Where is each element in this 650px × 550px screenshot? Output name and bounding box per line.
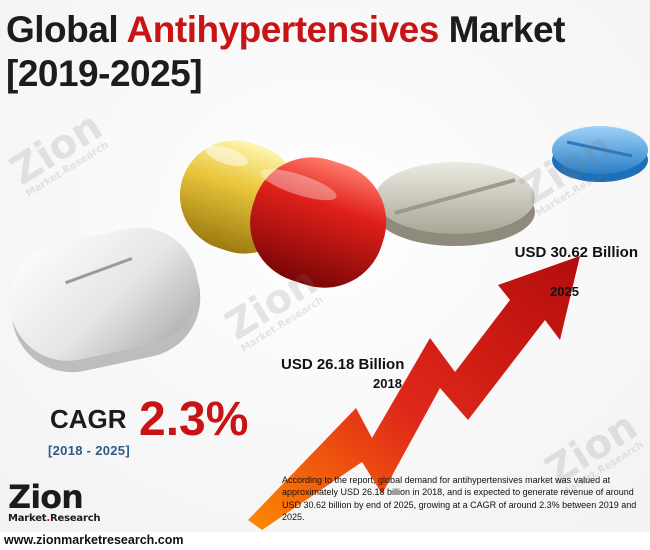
start-value-label: USD 26.18 Billion — [281, 356, 405, 373]
white-pill — [9, 227, 201, 373]
start-year-label: 2018 — [373, 376, 402, 391]
title-word-antihypertensives: Antihypertensives — [126, 9, 440, 50]
footer-url[interactable]: www.zionmarketresearch.com — [4, 533, 184, 547]
logo-subtitle: Market.Research — [8, 513, 101, 524]
cagr-block: CAGR 2.3% — [50, 392, 248, 447]
cagr-value: 2.3% — [139, 393, 249, 446]
footer — [0, 532, 650, 550]
cagr-period: [2018 - 2025] — [48, 443, 130, 458]
growth-arrow — [248, 256, 580, 530]
title-word-global: Global — [6, 9, 119, 50]
end-year-label: 2025 — [550, 284, 579, 299]
description-text: According to the report, global demand f… — [282, 475, 637, 522]
cagr-label: CAGR — [50, 404, 127, 434]
zion-logo: Zion Market.Research — [8, 478, 101, 524]
end-value-label: USD 30.62 Billion — [514, 244, 638, 261]
title-word-market: Market — [448, 9, 566, 50]
capsule — [179, 140, 387, 288]
title-period: [2019-2025] — [6, 53, 203, 94]
page-title: Global Antihypertensives Market [2019-20… — [6, 8, 565, 96]
beige-tablet — [375, 162, 535, 246]
blue-tablet — [552, 126, 648, 182]
logo-name: Zion — [8, 478, 84, 516]
